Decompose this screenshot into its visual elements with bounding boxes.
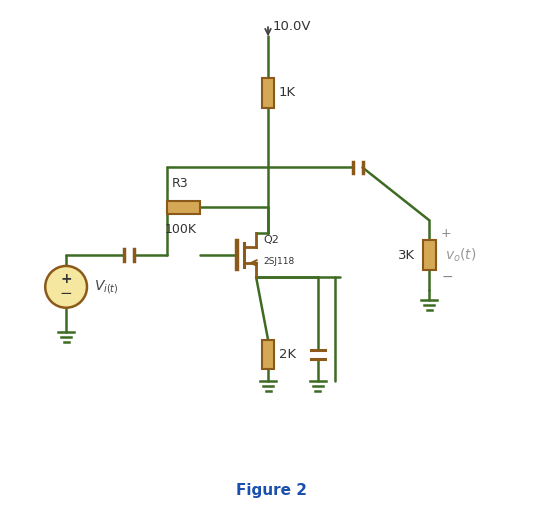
Bar (262, 340, 274, 370)
Text: −: − (441, 270, 453, 284)
Text: $V_{i(t)}$: $V_{i(t)}$ (94, 278, 119, 296)
Text: 2K: 2K (279, 348, 296, 361)
Text: Figure 2: Figure 2 (236, 483, 306, 498)
Text: R3: R3 (172, 177, 189, 190)
Circle shape (45, 266, 87, 308)
Text: $v_o(t)$: $v_o(t)$ (445, 246, 477, 264)
Text: −: − (60, 286, 72, 301)
Text: 3K: 3K (398, 249, 415, 262)
Text: +: + (60, 272, 72, 286)
Bar (262, 78, 274, 108)
Text: Q2: Q2 (263, 235, 279, 245)
Bar (422, 240, 435, 270)
Text: 100K: 100K (165, 223, 197, 236)
Text: 2SJ118: 2SJ118 (263, 257, 294, 266)
Text: 1K: 1K (279, 86, 296, 99)
Text: +: + (441, 226, 452, 240)
Text: 10.0V: 10.0V (273, 20, 312, 33)
Bar (167, 201, 200, 214)
